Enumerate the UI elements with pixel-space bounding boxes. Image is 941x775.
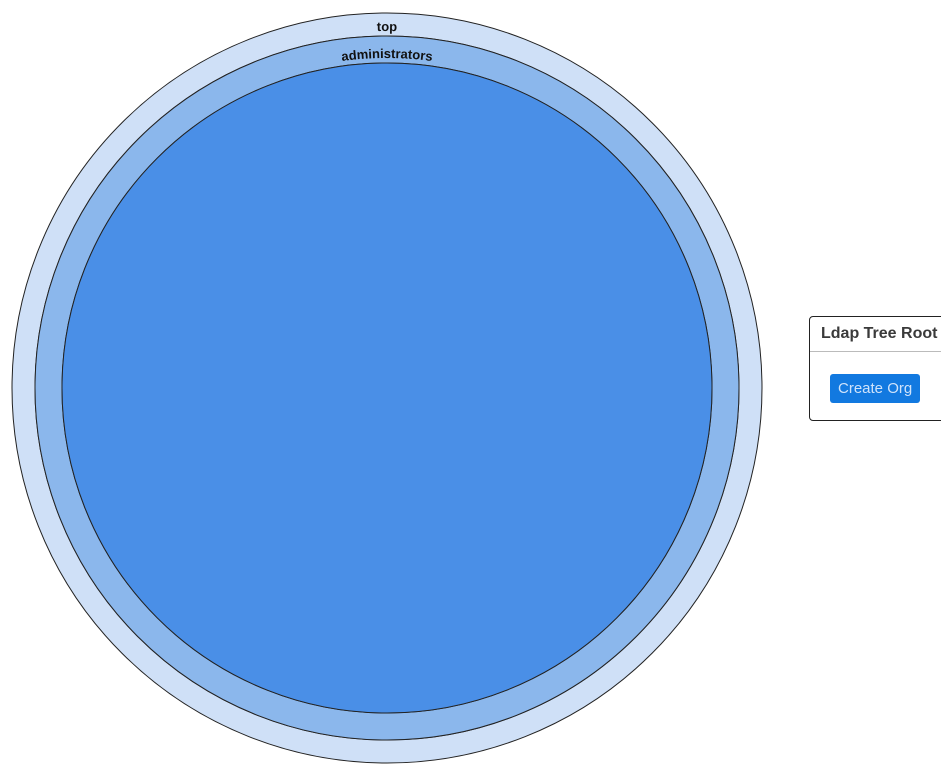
svg-text:top: top (377, 19, 398, 34)
